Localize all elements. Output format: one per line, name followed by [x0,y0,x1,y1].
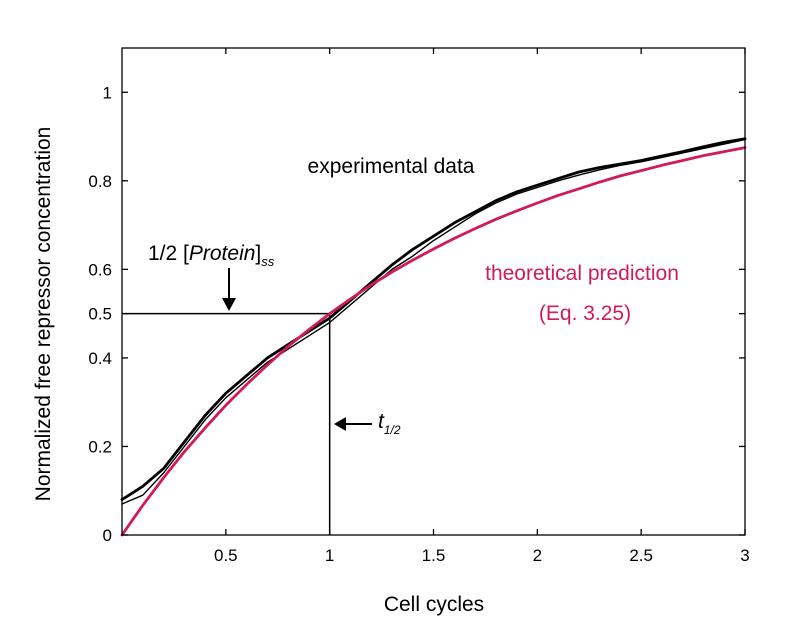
x-tick-label: 2 [533,546,542,565]
y-tick-label: 0.4 [88,349,112,368]
t-half-subscript: 1/2 [384,423,401,437]
y-tick-label: 0.5 [88,305,112,324]
y-tick-label: 0.8 [88,172,112,191]
series-line-3 [120,146,747,537]
half-protein-subscript: ss [261,254,275,269]
t-half-main: t [378,410,385,433]
half-protein-arrow [222,268,236,311]
y-tick-label: 0.6 [88,260,112,279]
equation-reference-label: (Eq. 3.25) [539,302,631,325]
y-axis-title: Normalized free repressor concentration [32,127,55,502]
plot-frame [121,47,746,536]
axis-ticks: 0.5 1 1.5 2 2.5 3 0 0.2 0.4 0.5 0.6 0.8 1 [88,48,750,565]
series-line-1 [120,137,747,502]
x-tick-label: 3 [740,546,749,565]
x-tick-label: 1.5 [422,546,446,565]
x-axis-title: Cell cycles [384,593,484,616]
experimental-data-label: experimental data [308,155,475,178]
half-protein-prefix: 1/2 [ [148,242,189,265]
y-tick-label: 1 [103,83,112,102]
theoretical-prediction-label: theoretical prediction [485,262,679,285]
x-tick-label: 2.5 [629,546,653,565]
plot-area [120,137,747,537]
half-protein-label: 1/2 [Protein]ss [148,242,275,269]
half-protein-bracket: ] [255,242,261,265]
x-tick-label: 0.5 [214,546,238,565]
t-half-arrow [334,417,372,431]
t-half-label: t1/2 [378,410,401,437]
y-tick-label: 0.2 [88,437,112,456]
half-protein-italic: Protein [189,242,256,265]
x-tick-label: 1 [325,546,334,565]
series-line-2 [121,138,746,505]
y-tick-label: 0 [103,526,112,545]
